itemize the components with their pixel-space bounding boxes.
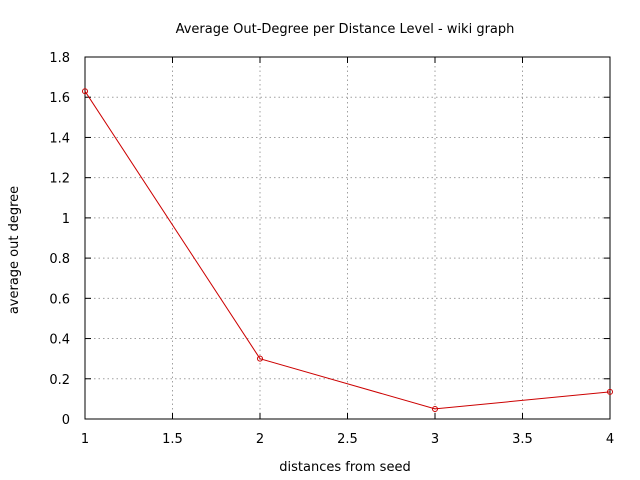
x-tick-labels: 1 1.5 2 2.5 3 3.5 4 <box>81 432 614 447</box>
y-tick-label: 0.4 <box>49 333 70 348</box>
y-tick-label: 1 <box>62 212 70 227</box>
y-tick-label: 1.2 <box>49 172 70 187</box>
data-point <box>82 88 88 95</box>
x-tick-label: 3.5 <box>512 432 533 447</box>
y-tick-label: 1.6 <box>49 91 70 106</box>
x-tick-label: 2.5 <box>337 432 358 447</box>
gridlines <box>85 57 610 419</box>
x-tick-label: 1 <box>81 432 89 447</box>
axis-ticks <box>84 56 611 420</box>
y-tick-label: 0.8 <box>49 252 70 267</box>
y-tick-label: 1.4 <box>49 131 70 146</box>
data-series <box>82 88 613 412</box>
x-axis-title: distances from seed <box>279 460 410 475</box>
chart-title: Average Out-Degree per Distance Level - … <box>176 22 515 37</box>
x-tick-label: 3 <box>431 432 439 447</box>
y-tick-labels: 0 0.2 0.4 0.6 0.8 1 1.2 1.4 1.6 1.8 <box>49 51 70 428</box>
data-point <box>257 355 263 362</box>
x-tick-label: 4 <box>606 432 614 447</box>
y-tick-label: 0.6 <box>49 292 70 307</box>
y-axis-title: average out degree <box>7 186 22 314</box>
series-line <box>84 90 611 410</box>
y-tick-label: 0.2 <box>49 373 70 388</box>
data-point <box>607 388 613 395</box>
x-tick-label: 2 <box>256 432 264 447</box>
data-point <box>432 405 438 412</box>
x-tick-label: 1.5 <box>162 432 183 447</box>
y-tick-label: 1.8 <box>49 51 70 66</box>
y-tick-label: 0 <box>62 413 70 428</box>
